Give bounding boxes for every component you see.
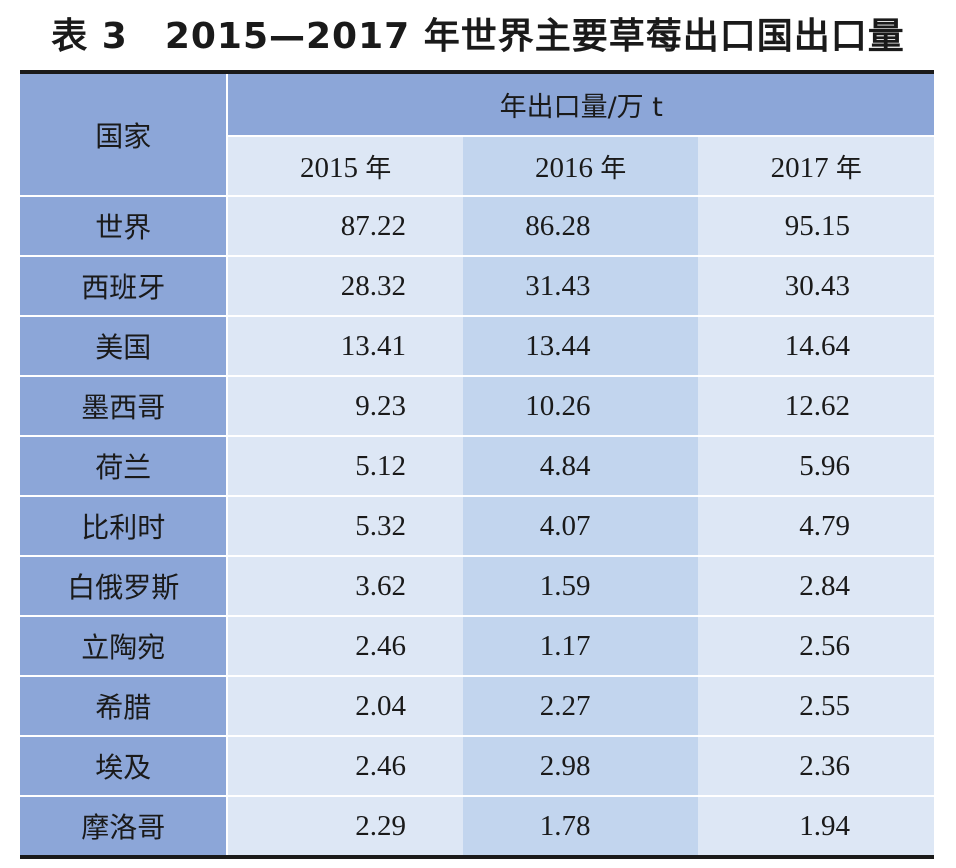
table-row: 荷兰 5.12 4.84 5.96	[20, 435, 934, 496]
country-name-cell: 比利时	[20, 495, 229, 556]
export-value-cell-2015: 2.46	[227, 735, 463, 796]
export-value-cell-2017: 2.56	[698, 615, 934, 676]
country-name-cell: 西班牙	[20, 255, 229, 316]
table-caption: 表 3 2015—2017 年世界主要草莓出口国出口量	[51, 16, 905, 57]
export-value-cell-2016: 10.26	[462, 375, 699, 436]
export-value-cell-2016: 1.78	[462, 795, 699, 857]
country-name-cell: 荷兰	[20, 435, 229, 496]
export-value-cell-2015: 2.29	[227, 795, 463, 857]
export-value-cell-2015: 5.12	[227, 435, 463, 496]
country-name-cell: 墨西哥	[20, 375, 229, 436]
table-row: 墨西哥 9.23 10.26 12.62	[20, 375, 934, 436]
export-value-cell-2015: 13.41	[227, 315, 463, 376]
year-header-2015: 2015 年	[227, 136, 463, 197]
country-column-header: 国家	[20, 72, 229, 197]
export-value-cell-2015: 3.62	[227, 555, 463, 616]
export-value-cell-2016: 4.07	[462, 495, 699, 556]
export-value-cell-2017: 2.84	[698, 555, 934, 616]
country-name-cell: 美国	[20, 315, 229, 376]
export-value-cell-2017: 12.62	[698, 375, 934, 436]
table-row: 立陶宛 2.46 1.17 2.56	[20, 615, 934, 676]
export-value-cell-2017: 95.15	[698, 195, 934, 256]
export-value-cell-2015: 9.23	[227, 375, 463, 436]
country-name-cell: 世界	[20, 195, 229, 256]
country-name-cell: 埃及	[20, 735, 229, 796]
export-value-cell-2015: 87.22	[227, 195, 463, 256]
table-row: 世界 87.22 86.28 95.15	[20, 195, 934, 256]
table-row: 白俄罗斯 3.62 1.59 2.84	[20, 555, 934, 616]
export-value-cell-2017: 4.79	[698, 495, 934, 556]
export-value-cell-2015: 2.04	[227, 675, 463, 736]
export-value-cell-2017: 2.55	[698, 675, 934, 736]
country-name-cell: 立陶宛	[20, 615, 229, 676]
export-value-cell-2017: 30.43	[698, 255, 934, 316]
table-row: 美国 13.41 13.44 14.64	[20, 315, 934, 376]
export-value-cell-2016: 4.84	[462, 435, 699, 496]
export-value-cell-2017: 5.96	[698, 435, 934, 496]
export-value-cell-2016: 31.43	[462, 255, 699, 316]
export-value-cell-2016: 86.28	[462, 195, 699, 256]
export-value-cell-2017: 1.94	[698, 795, 934, 857]
export-value-cell-2015: 28.32	[227, 255, 463, 316]
table-row: 比利时 5.32 4.07 4.79	[20, 495, 934, 556]
table-row: 希腊 2.04 2.27 2.55	[20, 675, 934, 736]
export-volume-group-header: 年出口量/万 t	[227, 72, 934, 137]
table-row: 埃及 2.46 2.98 2.36	[20, 735, 934, 796]
export-value-cell-2017: 2.36	[698, 735, 934, 796]
export-value-cell-2015: 5.32	[227, 495, 463, 556]
export-value-cell-2016: 2.98	[462, 735, 699, 796]
country-name-cell: 摩洛哥	[20, 795, 229, 857]
export-value-cell-2016: 1.59	[462, 555, 699, 616]
country-name-cell: 希腊	[20, 675, 229, 736]
export-value-cell-2016: 1.17	[462, 615, 699, 676]
export-value-cell-2016: 2.27	[462, 675, 699, 736]
export-value-cell-2017: 14.64	[698, 315, 934, 376]
export-value-cell-2016: 13.44	[462, 315, 699, 376]
strawberry-export-table: 国家 年出口量/万 t 2015 年 2016 年 2017 年 世界 87.22…	[20, 70, 934, 859]
table-row: 西班牙 28.32 31.43 30.43	[20, 255, 934, 316]
country-name-cell: 白俄罗斯	[20, 555, 229, 616]
export-value-cell-2015: 2.46	[227, 615, 463, 676]
year-header-2016: 2016 年	[462, 136, 699, 197]
table-body: 世界 87.22 86.28 95.15 西班牙 28.32 31.43 30.43 美国 13.…	[20, 195, 934, 857]
table-row: 摩洛哥 2.29 1.78 1.94	[20, 795, 934, 857]
year-header-2017: 2017 年	[698, 136, 934, 197]
